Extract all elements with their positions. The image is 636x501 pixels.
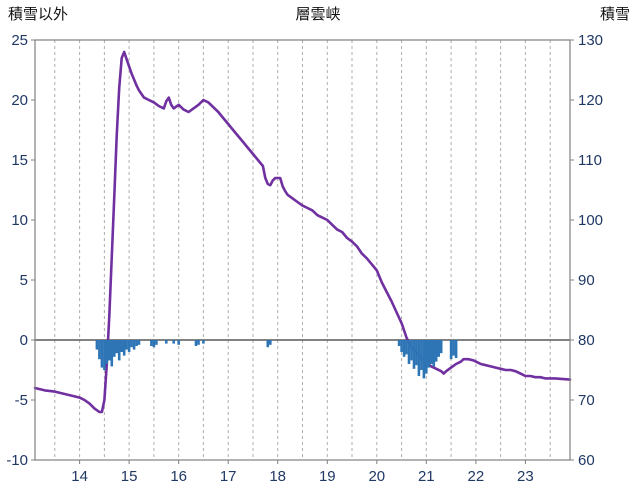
- precip-bars: [402, 340, 406, 357]
- precip-bars: [135, 340, 138, 346]
- x-tick-label: 18: [269, 468, 286, 485]
- left-tick-label: 5: [20, 272, 28, 289]
- right-tick-label: 100: [578, 212, 603, 229]
- precip-bars: [437, 340, 440, 357]
- precip-bars: [420, 340, 423, 370]
- x-tick-label: 21: [418, 468, 435, 485]
- right-tick-label: 80: [578, 332, 595, 349]
- x-tick-label: 15: [121, 468, 138, 485]
- left-tick-label: 10: [11, 212, 28, 229]
- precip-bars: [113, 340, 116, 357]
- right-tick-label: 120: [578, 92, 603, 109]
- x-tick-label: 19: [319, 468, 336, 485]
- left-tick-label: 0: [20, 332, 28, 349]
- precip-bars: [454, 340, 458, 358]
- precip-bars: [130, 340, 133, 348]
- precip-bars: [269, 340, 272, 345]
- precip-bars: [103, 340, 106, 370]
- precip-bars: [115, 340, 118, 354]
- precip-bars: [397, 340, 401, 346]
- precip-bars: [100, 340, 104, 368]
- precip-bars: [194, 340, 198, 346]
- precip-bars: [412, 340, 416, 369]
- right-tick-label: 90: [578, 272, 595, 289]
- precip-bars: [439, 340, 443, 354]
- precip-bars: [155, 340, 158, 345]
- precip-bars: [95, 340, 99, 350]
- precip-bars: [452, 340, 455, 356]
- precip-bars: [202, 340, 205, 344]
- precip-bars: [105, 340, 109, 364]
- x-tick-label: 17: [220, 468, 237, 485]
- precip-bars: [430, 340, 433, 364]
- precip-bars: [415, 340, 418, 366]
- precip-bars: [434, 340, 438, 362]
- precip-bars: [150, 340, 153, 346]
- left-tick-label: 15: [11, 152, 28, 169]
- left-axis-title: 積雪以外: [8, 6, 69, 23]
- precip-bars: [410, 340, 413, 361]
- precip-bars: [417, 340, 421, 376]
- plot-frame: [34, 39, 571, 461]
- precip-bars: [110, 340, 114, 367]
- right-tick-label: 130: [578, 32, 603, 49]
- precip-bars: [127, 340, 131, 352]
- right-tick-label: 110: [578, 152, 602, 169]
- x-tick-label: 22: [468, 468, 485, 485]
- precip-bars: [432, 340, 436, 367]
- precip-bars: [108, 340, 111, 361]
- precip-bars: [400, 340, 403, 352]
- x-tick-label: 20: [368, 468, 385, 485]
- precip-bars: [425, 340, 428, 374]
- left-tick-label: -10: [6, 452, 28, 469]
- precip-bars: [427, 340, 431, 368]
- precip-bars: [177, 340, 180, 345]
- precip-bars: [125, 340, 128, 350]
- right-tick-label: 70: [578, 392, 595, 409]
- precip-bars: [132, 340, 136, 350]
- left-tick-label: 25: [11, 32, 28, 49]
- precip-bars: [120, 340, 123, 352]
- right-tick-label: 60: [578, 452, 595, 469]
- precip-bars: [172, 340, 175, 344]
- right-axis-title: 積雪: [599, 6, 630, 23]
- precip-bars: [137, 340, 141, 345]
- precip-bars: [405, 340, 408, 355]
- x-tick-label: 23: [517, 468, 534, 485]
- precip-bars: [407, 340, 411, 364]
- precip-bars: [165, 340, 168, 344]
- left-tick-label: 20: [11, 92, 28, 109]
- snow-depth-line: [33, 50, 572, 414]
- x-tick-label: 16: [170, 468, 187, 485]
- precip-bars: [117, 340, 121, 361]
- chart-title: 層雲峡: [295, 6, 341, 23]
- precip-bars: [152, 340, 156, 348]
- x-tick-label: 14: [71, 468, 88, 485]
- precip-bars: [197, 340, 200, 345]
- left-tick-label: -5: [15, 392, 28, 409]
- precip-bars: [122, 340, 126, 356]
- precip-bars: [266, 340, 270, 348]
- precip-bars: [449, 340, 453, 360]
- precip-bars: [98, 340, 101, 360]
- precip-bars: [422, 340, 426, 379]
